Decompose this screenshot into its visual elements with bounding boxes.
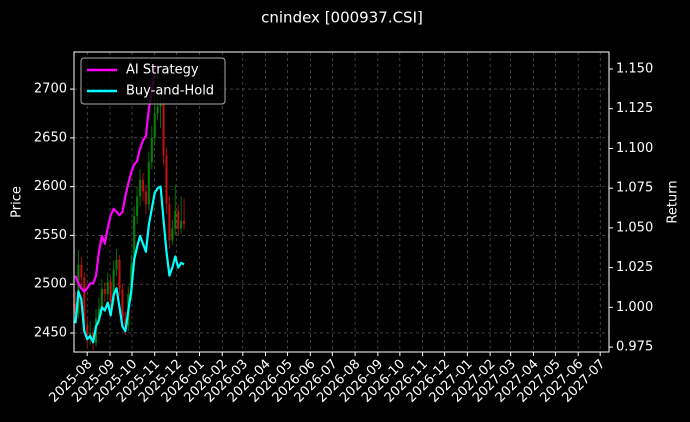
y2-tick-label: 1.075 xyxy=(616,181,653,196)
y-tick-label: 2450 xyxy=(34,325,67,340)
candle-body xyxy=(130,264,133,294)
candle-body xyxy=(118,259,121,290)
candle-body xyxy=(121,289,124,319)
candle-body xyxy=(83,277,86,326)
y-tick-label: 2550 xyxy=(34,228,67,243)
y2-tick-label: 1.100 xyxy=(616,141,653,156)
y-tick-label: 2500 xyxy=(34,277,67,292)
y-axis-label: Price xyxy=(10,186,25,218)
plot-frame xyxy=(73,51,610,353)
legend-label: Buy-and-Hold xyxy=(126,84,214,99)
candle-body xyxy=(106,282,109,294)
candle-body xyxy=(86,325,89,338)
candle-body xyxy=(144,191,148,205)
candle-body xyxy=(80,264,83,278)
candle-body xyxy=(171,228,174,241)
candle-body xyxy=(100,289,103,309)
candle-body xyxy=(124,318,127,326)
candle-body xyxy=(103,289,106,294)
y-tick-label: 2700 xyxy=(34,82,67,97)
candle-body xyxy=(147,162,150,205)
candle-body xyxy=(133,215,136,265)
y2-axis-label: Return xyxy=(666,180,681,223)
candle-body xyxy=(77,264,80,314)
candle-body xyxy=(159,103,162,107)
candle-body xyxy=(115,259,118,270)
y2-tick-label: 1.050 xyxy=(616,220,653,235)
candle-body xyxy=(180,220,183,229)
legend: AI Strategy Buy-and-Hold xyxy=(80,57,226,105)
candle-body xyxy=(153,113,156,138)
candle-body xyxy=(156,106,159,114)
candle-body xyxy=(174,211,177,229)
y2-tick-label: 1.000 xyxy=(616,300,653,315)
candle-body xyxy=(112,269,115,302)
candle-body xyxy=(168,204,171,241)
candle-body xyxy=(141,179,145,192)
candle-body xyxy=(165,155,168,205)
candle-body xyxy=(177,211,180,229)
candle-body xyxy=(138,179,142,197)
y2-tick-label: 1.025 xyxy=(616,260,653,275)
y-tick-label: 2650 xyxy=(34,130,67,145)
candle-body xyxy=(97,308,101,319)
candle-body xyxy=(74,303,77,314)
candle-body xyxy=(109,282,112,302)
candle-body xyxy=(136,196,139,216)
candle-body xyxy=(150,137,153,163)
candle-body xyxy=(182,220,186,224)
chart-title: cnindex [000937.CSI] xyxy=(261,9,423,27)
y-tick-label: 2600 xyxy=(34,179,67,194)
line-series xyxy=(74,185,185,344)
line-series xyxy=(74,65,159,293)
candle-body xyxy=(162,103,165,156)
y2-tick-label: 1.150 xyxy=(616,62,653,77)
y2-tick-label: 0.975 xyxy=(616,340,653,355)
y2-tick-label: 1.125 xyxy=(616,101,653,116)
legend-label: AI Strategy xyxy=(126,63,199,78)
